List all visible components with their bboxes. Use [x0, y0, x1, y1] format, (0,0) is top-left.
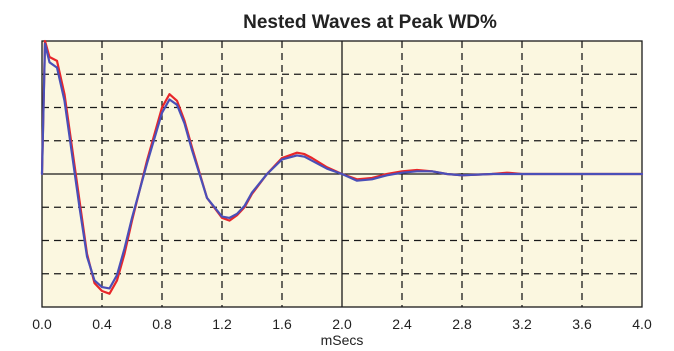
x-tick-label: 0.4: [92, 316, 112, 332]
x-tick-labels: 0.0 0.4 0.8 1.2 1.6 2.0 2.4 2.8 3.2 3.6 4.0: [32, 316, 652, 332]
x-tick-label: 3.6: [572, 316, 592, 332]
x-tick-label: 0.0: [32, 316, 52, 332]
chart-title: Nested Waves at Peak WD%: [243, 12, 497, 33]
x-tick-label: 0.8: [152, 316, 172, 332]
x-tick-label: 3.2: [512, 316, 532, 332]
x-tick-label: 2.8: [452, 316, 472, 332]
x-tick-label: 4.0: [632, 316, 652, 332]
x-tick-label: 2.0: [332, 316, 352, 332]
x-axis-label: mSecs: [321, 332, 364, 348]
series-layer: [40, 39, 644, 295]
x-tick-label: 1.6: [272, 316, 292, 332]
x-tick-label: 1.2: [212, 316, 232, 332]
series-line-1: [40, 42, 644, 290]
x-tick-label: 2.4: [392, 316, 412, 332]
